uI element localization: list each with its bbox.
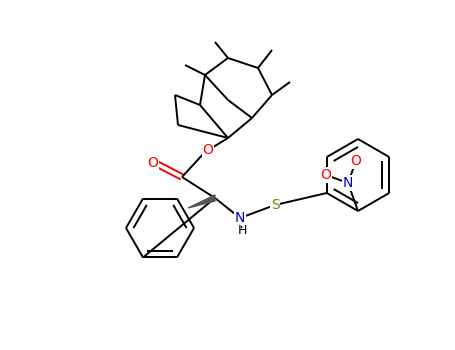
Text: O: O [202, 143, 213, 157]
Text: H: H [238, 224, 247, 237]
Text: N: N [235, 211, 245, 225]
Text: S: S [271, 198, 279, 212]
Polygon shape [188, 195, 215, 208]
Text: O: O [350, 154, 361, 168]
Text: N: N [343, 176, 353, 190]
Text: O: O [147, 156, 158, 170]
Text: O: O [321, 168, 331, 182]
